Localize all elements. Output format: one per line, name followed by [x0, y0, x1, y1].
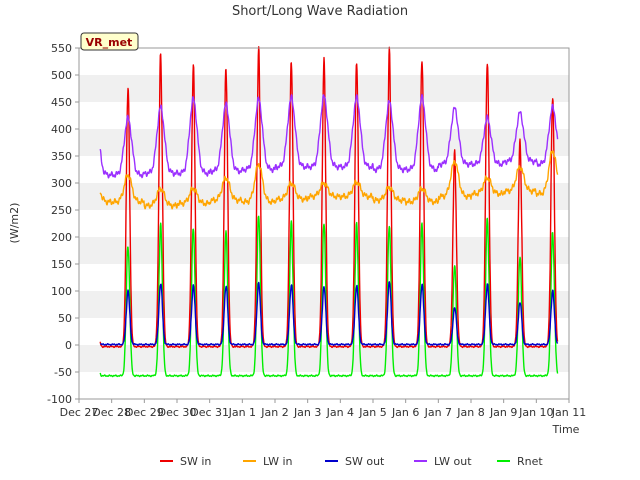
grid-band — [79, 102, 569, 129]
x-tick-label: Dec 30 — [158, 406, 197, 419]
y-tick-label: 50 — [58, 312, 72, 325]
y-tick-label: 200 — [51, 231, 72, 244]
y-axis: -100 -50 0 50 100 150 200 250 300 350 400 450 500 550 — [47, 42, 79, 406]
grid-band — [79, 345, 569, 372]
series-line-rnet — [99, 215, 559, 378]
legend: SW in LW in SW out LW out Rnet — [160, 455, 543, 468]
y-tick-label: 500 — [51, 69, 72, 82]
legend-label: LW out — [434, 455, 472, 468]
y-tick-label: 350 — [51, 150, 72, 163]
y-axis-label: (W/m2) — [8, 203, 21, 244]
series-line-sw-out — [99, 281, 559, 346]
x-axis-label: Time — [552, 423, 580, 436]
plot-frame — [78, 47, 570, 400]
x-tick-label: Jan 9 — [489, 406, 517, 419]
x-tick-label: Dec 29 — [125, 406, 164, 419]
legend-label: Rnet — [517, 455, 543, 468]
grid-band — [79, 129, 569, 156]
series-layer — [99, 46, 559, 378]
legend-label: SW in — [180, 455, 211, 468]
x-tick-label: Jan 11 — [551, 406, 586, 419]
x-tick-label: Jan 1 — [228, 406, 256, 419]
y-tick-label: -50 — [54, 366, 72, 379]
x-tick-label: Jan 8 — [456, 406, 484, 419]
x-tick-label: Jan 7 — [424, 406, 452, 419]
x-tick-label: Jan 3 — [293, 406, 321, 419]
x-tick-label: Jan 5 — [358, 406, 386, 419]
grid-band — [79, 372, 569, 399]
y-tick-label: 550 — [51, 42, 72, 55]
x-tick-label: Dec 28 — [92, 406, 131, 419]
station-label-text: VR_met — [86, 36, 133, 49]
x-tick-label: Jan 2 — [260, 406, 288, 419]
series-line-lw-out — [99, 93, 559, 179]
x-tick-label: Jan 6 — [391, 406, 419, 419]
series-line-lw-in — [99, 150, 559, 210]
x-tick-label: Dec 31 — [190, 406, 229, 419]
grid-band — [79, 291, 569, 318]
grid-band — [79, 210, 569, 237]
station-label: VR_met — [80, 32, 139, 51]
y-tick-label: 150 — [51, 258, 72, 271]
legend-label: LW in — [263, 455, 293, 468]
chart-title: Short/Long Wave Radiation — [232, 4, 408, 19]
legend-label: SW out — [345, 455, 385, 468]
y-tick-label: 0 — [65, 339, 72, 352]
x-tick-label: Jan 10 — [518, 406, 553, 419]
y-tick-label: 400 — [51, 123, 72, 136]
y-tick-label: -100 — [47, 393, 72, 406]
y-tick-label: 300 — [51, 177, 72, 190]
y-tick-label: 250 — [51, 204, 72, 217]
x-tick-label: Dec 27 — [60, 406, 99, 419]
y-tick-label: 100 — [51, 285, 72, 298]
grid-band — [79, 237, 569, 264]
y-tick-label: 450 — [51, 96, 72, 109]
x-tick-label: Jan 4 — [326, 406, 354, 419]
grid-band — [79, 318, 569, 345]
